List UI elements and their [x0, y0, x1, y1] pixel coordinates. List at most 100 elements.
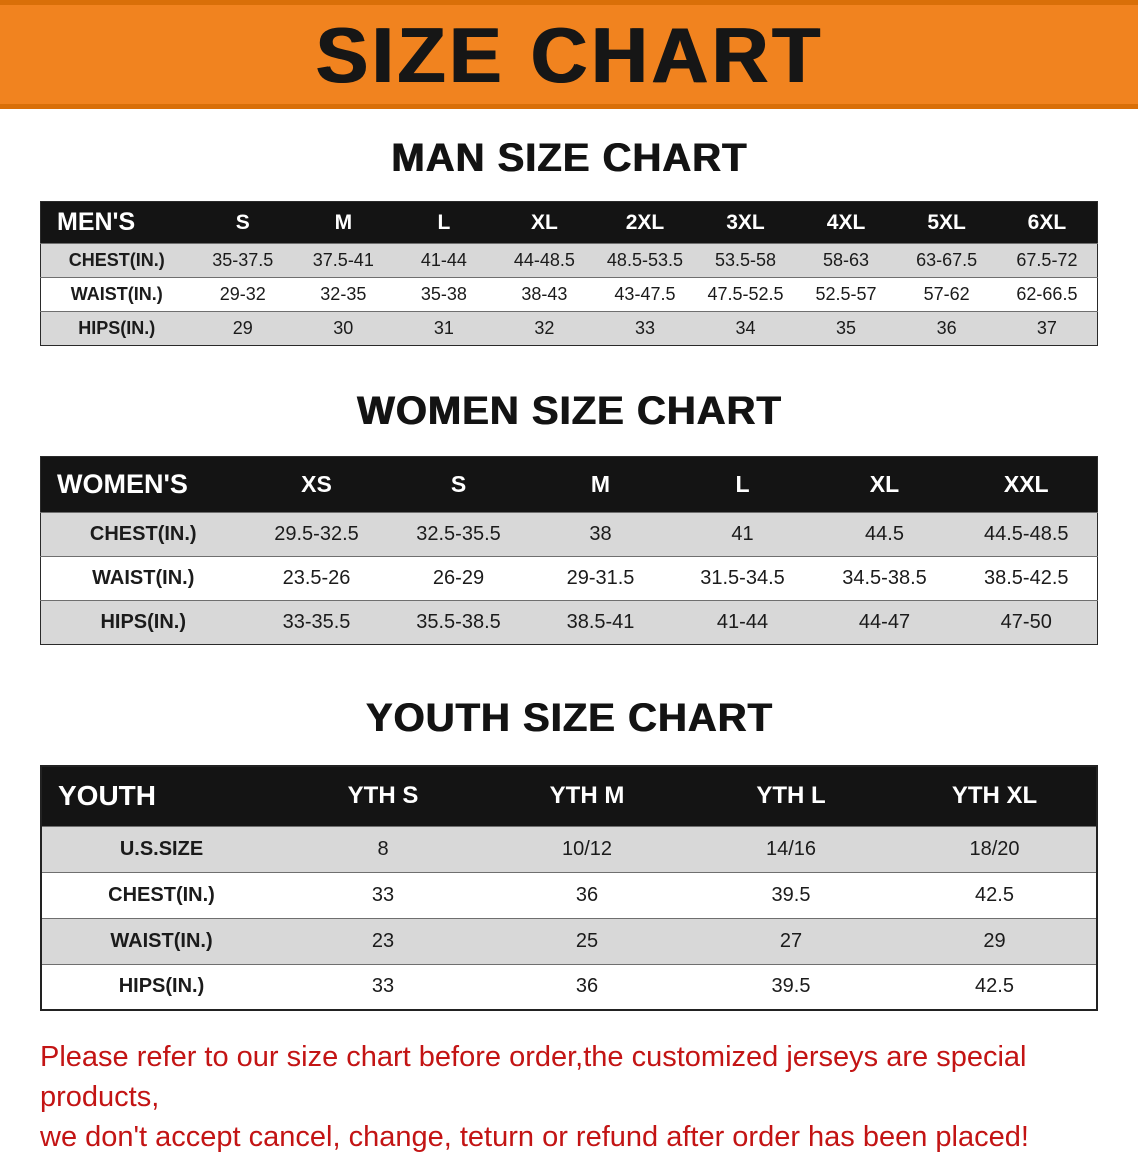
youth-size-table: YOUTH YTH S YTH M YTH L YTH XL U.S.SIZE 8 10/12…	[40, 765, 1098, 1011]
size-column-header: L	[393, 201, 495, 244]
size-column-header: XL	[494, 201, 595, 244]
size-chart-banner: SIZE CHART	[0, 0, 1138, 109]
size-value-cell: 29-32	[219, 284, 266, 304]
size-value-cell: 29	[983, 929, 1006, 952]
measurement-row: WAIST(IN.) 23 25 27 29	[41, 918, 1097, 964]
size-value-cell: 44-47	[858, 611, 911, 633]
measurement-row: HIPS(IN.) 29 30 31 32 33 34 35 36 37	[40, 311, 1098, 346]
table-header-row: YOUTH YTH S YTH M YTH L YTH XL	[41, 766, 1097, 826]
size-column-header: XXL	[955, 456, 1098, 513]
size-value-cell: 35	[836, 318, 857, 338]
size-value-cell: 34	[735, 318, 756, 338]
size-value-cell: 35-37.5	[212, 250, 274, 270]
size-value-cell: 63-67.5	[916, 250, 978, 270]
measurement-label: CHEST(IN.)	[68, 250, 165, 270]
size-value-cell: 52.5-57	[815, 284, 877, 304]
size-value-cell: 39.5	[771, 975, 811, 998]
measurement-row: WAIST(IN.) 29-32 32-35 35-38 38-43 43-47.5 47.…	[40, 277, 1098, 312]
size-column-header: S	[387, 456, 530, 513]
size-value-cell: 30	[333, 318, 354, 338]
size-value-cell: 25	[575, 929, 599, 952]
size-value-cell: 38.5-42.5	[983, 567, 1069, 589]
men-size-chart-section: MAN SIZE CHART MEN'S S M L XL 2XL 3XL 4XL 5XL 6XL…	[0, 135, 1138, 346]
size-value-cell: 31	[433, 318, 454, 338]
size-value-cell: 53.5-58	[714, 250, 777, 270]
size-column-header: M	[293, 201, 394, 244]
youth-section-heading: YOUTH SIZE CHART	[365, 696, 773, 740]
size-value-cell: 29	[232, 318, 253, 338]
size-value-cell: 41-44	[420, 250, 467, 270]
size-value-cell: 58-63	[823, 250, 870, 270]
size-value-cell: 44-48.5	[513, 250, 575, 270]
measurement-label: WAIST(IN.)	[110, 929, 213, 952]
women-size-chart-section: WOMEN SIZE CHART WOMEN'S XS S M L XL XXL CHEST(…	[0, 388, 1138, 645]
size-value-cell: 47-50	[1000, 611, 1052, 633]
size-value-cell: 37.5-41	[312, 250, 374, 270]
measurement-row: HIPS(IN.) 33-35.5 35.5-38.5 38.5-41 41-44 44-…	[40, 600, 1098, 645]
page-title: SIZE CHART	[315, 10, 823, 99]
size-value-cell: 62-66.5	[1016, 284, 1078, 304]
measurement-row: HIPS(IN.) 33 36 39.5 42.5	[41, 964, 1097, 1010]
size-column-header: M	[529, 456, 672, 513]
table-header-row: WOMEN'S XS S M L XL XXL	[40, 456, 1098, 513]
measurement-row: U.S.SIZE 8 10/12 14/16 18/20	[41, 826, 1097, 872]
measurement-label: CHEST(IN.)	[89, 523, 197, 545]
size-value-cell: 38	[589, 523, 612, 545]
size-value-cell: 38-43	[521, 284, 568, 304]
size-column-header: 5XL	[896, 201, 997, 244]
size-column-header: YTH L	[689, 766, 893, 826]
size-charts: MAN SIZE CHART MEN'S S M L XL 2XL 3XL 4XL 5XL 6XL…	[0, 135, 1138, 1011]
men-size-table: MEN'S S M L XL 2XL 3XL 4XL 5XL 6XL CHEST(IN.) 35-37…	[40, 201, 1098, 346]
size-value-cell: 8	[377, 837, 389, 860]
disclaimer-line-2: we don't accept cancel, change, teturn o…	[40, 1121, 1029, 1154]
size-value-cell: 33	[371, 883, 395, 906]
size-column-header: 3XL	[695, 201, 796, 244]
measurement-label: WAIST(IN.)	[70, 284, 163, 304]
measurement-row: CHEST(IN.) 35-37.5 37.5-41 41-44 44-48.5 48.5…	[40, 243, 1098, 278]
measurement-row: CHEST(IN.) 33 36 39.5 42.5	[41, 872, 1097, 918]
size-value-cell: 37	[1036, 318, 1057, 338]
size-value-cell: 42.5	[975, 883, 1014, 906]
size-value-cell: 31.5-34.5	[700, 567, 785, 589]
measurement-label: CHEST(IN.)	[108, 883, 215, 906]
size-column-header: XS	[245, 456, 388, 513]
size-column-header: XL	[813, 456, 956, 513]
measurement-label: U.S.SIZE	[119, 837, 204, 860]
size-value-cell: 39.5	[771, 883, 811, 906]
size-column-header: YTH XL	[893, 766, 1097, 826]
size-column-header: 6XL	[996, 201, 1098, 244]
size-value-cell: 14/16	[765, 837, 817, 860]
size-value-cell: 29.5-32.5	[274, 523, 359, 545]
size-value-cell: 41	[731, 523, 754, 545]
size-value-cell: 36	[575, 975, 599, 998]
men-section-heading: MAN SIZE CHART	[390, 136, 748, 180]
size-value-cell: 33	[634, 318, 655, 338]
size-column-header: L	[671, 456, 814, 513]
size-value-cell: 32.5-35.5	[416, 523, 501, 545]
size-column-header: YTH M	[485, 766, 689, 826]
size-value-cell: 44.5	[865, 523, 904, 545]
size-value-cell: 33-35.5	[282, 611, 351, 633]
size-value-cell: 27	[779, 929, 803, 952]
measurement-label: HIPS(IN.)	[78, 318, 156, 338]
disclaimer: Please refer to our size chart before or…	[40, 1037, 1098, 1157]
size-value-cell: 23	[371, 929, 395, 952]
size-value-cell: 36	[936, 318, 957, 338]
size-value-cell: 36	[575, 883, 599, 906]
size-column-header: S	[192, 201, 294, 244]
size-value-cell: 35-38	[420, 284, 467, 304]
youth-size-chart-section: YOUTH SIZE CHART YOUTH YTH S YTH M YTH L YTH…	[0, 695, 1138, 1011]
size-value-cell: 10/12	[561, 837, 613, 860]
size-value-cell: 32-35	[320, 284, 367, 304]
disclaimer-line-1: Please refer to our size chart before or…	[40, 1041, 1027, 1114]
women-size-table: WOMEN'S XS S M L XL XXL CHEST(IN.) 29.5-32.5 32.5…	[40, 456, 1098, 645]
table-title-cell: WOMEN'S	[40, 456, 246, 513]
size-value-cell: 34.5-38.5	[842, 567, 927, 589]
size-value-cell: 29-31.5	[566, 567, 635, 589]
size-value-cell: 26-29	[432, 567, 485, 589]
size-value-cell: 32	[534, 318, 555, 338]
women-section-heading: WOMEN SIZE CHART	[356, 389, 782, 433]
size-value-cell: 43-47.5	[614, 284, 676, 304]
size-column-header: 2XL	[594, 201, 696, 244]
